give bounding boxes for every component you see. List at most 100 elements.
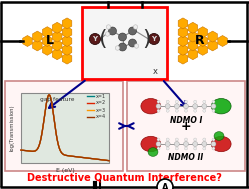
Circle shape	[166, 100, 169, 103]
Text: Y: Y	[151, 36, 157, 42]
Circle shape	[185, 109, 187, 112]
Ellipse shape	[214, 132, 224, 140]
FancyBboxPatch shape	[21, 93, 109, 163]
Circle shape	[128, 27, 136, 35]
Circle shape	[185, 138, 187, 141]
Circle shape	[134, 44, 139, 48]
Circle shape	[157, 138, 160, 141]
Polygon shape	[208, 31, 217, 42]
Polygon shape	[198, 27, 207, 38]
FancyBboxPatch shape	[5, 81, 123, 171]
Text: E (eV): E (eV)	[56, 168, 74, 173]
Circle shape	[194, 100, 197, 103]
FancyBboxPatch shape	[82, 7, 167, 79]
Circle shape	[175, 138, 178, 141]
Polygon shape	[208, 40, 217, 51]
Text: Destructive Quantum Interference?: Destructive Quantum Interference?	[27, 173, 222, 183]
Circle shape	[166, 109, 169, 112]
Circle shape	[175, 109, 178, 112]
Text: gap feature: gap feature	[40, 97, 75, 102]
Text: x=4: x=4	[96, 115, 106, 119]
Circle shape	[202, 104, 207, 109]
Circle shape	[156, 142, 161, 146]
Polygon shape	[188, 31, 198, 42]
Polygon shape	[62, 36, 72, 46]
Polygon shape	[23, 36, 32, 46]
Circle shape	[89, 33, 101, 44]
Circle shape	[166, 147, 169, 150]
Text: NDMO I: NDMO I	[170, 116, 202, 125]
Circle shape	[203, 109, 206, 112]
Circle shape	[175, 147, 178, 150]
Circle shape	[166, 138, 169, 141]
Polygon shape	[62, 18, 72, 29]
Polygon shape	[198, 36, 207, 46]
Circle shape	[148, 33, 160, 44]
Circle shape	[194, 109, 197, 112]
Circle shape	[184, 142, 188, 146]
Polygon shape	[43, 36, 52, 46]
Polygon shape	[52, 22, 62, 33]
Polygon shape	[62, 53, 72, 64]
Circle shape	[194, 147, 197, 150]
FancyBboxPatch shape	[127, 81, 245, 171]
Circle shape	[193, 104, 198, 109]
Polygon shape	[43, 27, 52, 38]
Polygon shape	[188, 40, 198, 51]
Text: +: +	[181, 119, 191, 132]
Circle shape	[157, 179, 173, 189]
Circle shape	[203, 147, 206, 150]
Ellipse shape	[211, 98, 231, 114]
Circle shape	[115, 46, 120, 50]
Polygon shape	[218, 36, 227, 46]
Circle shape	[157, 147, 160, 150]
Circle shape	[133, 25, 138, 29]
Circle shape	[193, 142, 198, 146]
Text: L: L	[46, 35, 54, 47]
Ellipse shape	[148, 148, 158, 156]
Circle shape	[174, 142, 179, 146]
Polygon shape	[178, 27, 188, 38]
Text: x=1: x=1	[96, 94, 106, 98]
Circle shape	[203, 138, 206, 141]
Polygon shape	[52, 49, 62, 60]
Text: (: (	[98, 29, 106, 49]
Circle shape	[119, 33, 126, 41]
Circle shape	[185, 147, 187, 150]
Circle shape	[203, 100, 206, 103]
Polygon shape	[188, 22, 198, 33]
Circle shape	[119, 43, 126, 51]
Circle shape	[175, 100, 178, 103]
Text: R: R	[195, 35, 205, 47]
Circle shape	[211, 142, 216, 146]
Polygon shape	[43, 44, 52, 55]
Polygon shape	[178, 53, 188, 64]
Circle shape	[212, 138, 215, 141]
Circle shape	[157, 109, 160, 112]
Circle shape	[165, 142, 170, 146]
Ellipse shape	[141, 98, 161, 114]
Ellipse shape	[141, 136, 161, 152]
Polygon shape	[178, 18, 188, 29]
Circle shape	[202, 142, 207, 146]
Circle shape	[184, 104, 188, 109]
Text: A: A	[162, 183, 168, 189]
Polygon shape	[52, 31, 62, 42]
Circle shape	[109, 27, 117, 35]
Circle shape	[212, 109, 215, 112]
Circle shape	[105, 32, 110, 36]
Polygon shape	[188, 49, 198, 60]
Text: ): )	[143, 29, 151, 49]
Ellipse shape	[211, 136, 231, 152]
Circle shape	[106, 25, 111, 29]
Circle shape	[128, 39, 136, 47]
Polygon shape	[33, 31, 42, 42]
Circle shape	[165, 104, 170, 109]
Polygon shape	[52, 40, 62, 51]
Text: x=3: x=3	[96, 108, 106, 112]
Circle shape	[194, 138, 197, 141]
Circle shape	[211, 104, 216, 109]
Polygon shape	[62, 44, 72, 55]
Circle shape	[157, 100, 160, 103]
Text: log(Transmission): log(Transmission)	[9, 105, 14, 151]
